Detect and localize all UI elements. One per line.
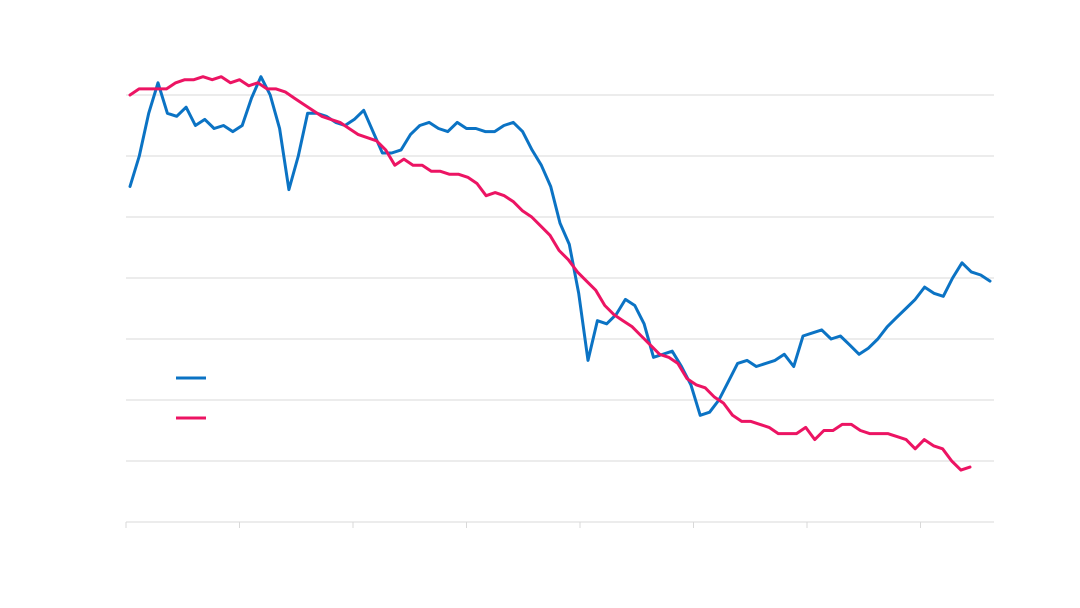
series-line-2 bbox=[128, 75, 972, 472]
grid-layer bbox=[126, 94, 994, 462]
x-axis bbox=[125, 521, 994, 528]
series-line-1 bbox=[128, 75, 992, 417]
series-layer bbox=[128, 75, 992, 472]
legend bbox=[176, 376, 206, 420]
